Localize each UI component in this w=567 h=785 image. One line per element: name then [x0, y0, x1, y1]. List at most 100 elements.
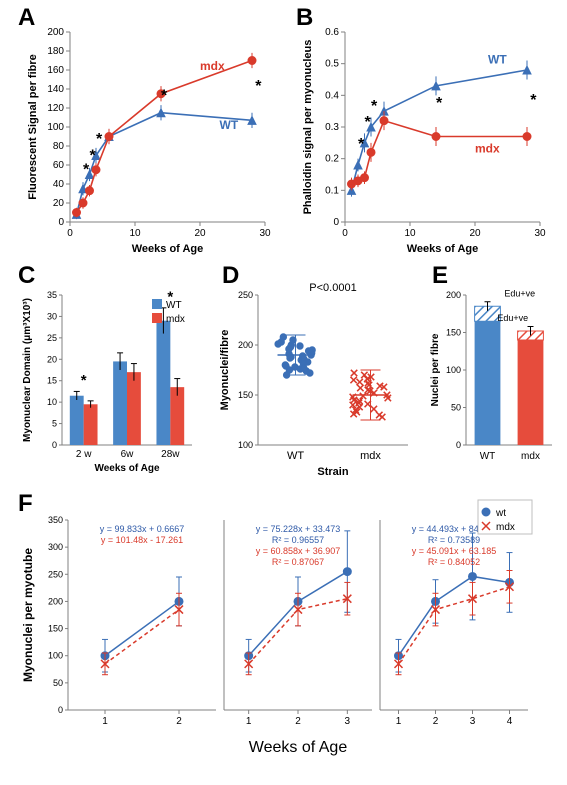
svg-text:0: 0 — [456, 440, 461, 450]
panel-F-chart: 0 50 100 150 200 250 300 350 Myonuclei per myotu… — [21, 500, 532, 756]
svg-text:y = 60.858x + 36.907: y = 60.858x + 36.907 — [256, 546, 341, 556]
svg-text:y = 101.48x - 17.261: y = 101.48x - 17.261 — [101, 535, 183, 545]
svg-text:mdx: mdx — [521, 451, 540, 462]
svg-text:10: 10 — [404, 228, 416, 239]
svg-text:0.1: 0.1 — [325, 185, 339, 196]
svg-text:*: * — [436, 95, 443, 112]
svg-text:0: 0 — [67, 228, 73, 239]
svg-text:3: 3 — [345, 716, 351, 727]
svg-text:100: 100 — [238, 440, 253, 450]
svg-text:140: 140 — [47, 84, 64, 95]
svg-text:0: 0 — [342, 228, 348, 239]
svg-text:0.4: 0.4 — [325, 90, 339, 101]
svg-text:300: 300 — [48, 542, 63, 552]
svg-text:1: 1 — [246, 716, 252, 727]
panel-D-chart: 100150200250WTmdxP<0.0001StrainMyonuclei… — [219, 282, 408, 478]
svg-text:6w: 6w — [121, 449, 135, 460]
panel-E-chart: 050100150200WTEdu+vemdxEdu+veNuclei per … — [430, 288, 552, 462]
svg-text:10: 10 — [47, 397, 57, 407]
svg-text:mdx: mdx — [360, 450, 381, 462]
svg-text:200: 200 — [238, 340, 253, 350]
svg-text:160: 160 — [47, 65, 64, 76]
svg-text:Nuclei per fibre: Nuclei per fibre — [430, 333, 441, 406]
svg-text:Weeks of Age: Weeks of Age — [249, 739, 348, 756]
svg-text:100: 100 — [48, 651, 63, 661]
svg-text:28w: 28w — [161, 449, 180, 460]
svg-text:200: 200 — [446, 290, 461, 300]
svg-text:Myonuclei per myotube: Myonuclei per myotube — [21, 548, 35, 682]
svg-text:0: 0 — [58, 705, 63, 715]
svg-text:1: 1 — [396, 716, 402, 727]
svg-text:30: 30 — [259, 228, 271, 239]
svg-text:350: 350 — [48, 515, 63, 525]
svg-text:Phalloidin signal per myonucle: Phalloidin signal per myonucleus — [302, 40, 314, 215]
svg-text:y = 45.091x + 63.185: y = 45.091x + 63.185 — [412, 546, 497, 556]
svg-text:*: * — [255, 78, 262, 95]
svg-text:0: 0 — [58, 217, 64, 228]
svg-text:100: 100 — [47, 122, 64, 133]
svg-text:Weeks of Age: Weeks of Age — [94, 463, 159, 474]
svg-text:Edu+ve: Edu+ve — [497, 313, 528, 323]
svg-text:4: 4 — [507, 716, 513, 727]
svg-text:100: 100 — [446, 365, 461, 375]
panel-A-chart: 0102030020406080100120140160180200Weeks … — [27, 27, 271, 255]
svg-text:60: 60 — [53, 160, 65, 171]
figure-root: A B C D E F 0102030020406080100120140160… — [0, 0, 567, 785]
svg-text:Weeks of Age: Weeks of Age — [407, 243, 479, 255]
svg-text:*: * — [96, 131, 103, 148]
svg-text:wt: wt — [495, 508, 506, 519]
svg-text:Fluorescent Signal per fibre: Fluorescent Signal per fibre — [27, 54, 39, 199]
svg-text:2: 2 — [295, 716, 301, 727]
svg-text:0: 0 — [333, 217, 339, 228]
svg-text:0.5: 0.5 — [325, 59, 339, 70]
svg-text:1: 1 — [102, 716, 108, 727]
svg-text:*: * — [90, 147, 97, 164]
svg-text:20: 20 — [53, 198, 65, 209]
svg-text:250: 250 — [48, 569, 63, 579]
svg-text:0.6: 0.6 — [325, 27, 339, 38]
svg-text:Myonuclear Domain (μm³X10³): Myonuclear Domain (μm³X10³) — [22, 298, 33, 442]
svg-text:120: 120 — [47, 103, 64, 114]
svg-text:P<0.0001: P<0.0001 — [309, 282, 356, 294]
svg-text:2 w: 2 w — [76, 449, 92, 460]
svg-text:R² = 0.84052: R² = 0.84052 — [428, 557, 480, 567]
svg-text:200: 200 — [48, 596, 63, 606]
svg-text:20: 20 — [47, 354, 57, 364]
svg-text:180: 180 — [47, 46, 64, 57]
svg-text:mdx: mdx — [166, 314, 185, 325]
svg-text:50: 50 — [53, 678, 63, 688]
svg-text:30: 30 — [534, 228, 546, 239]
svg-text:150: 150 — [238, 390, 253, 400]
svg-text:*: * — [371, 98, 378, 115]
panel-B-chart: 010203000.10.20.30.40.50.6Weeks of AgePh… — [302, 27, 546, 255]
svg-text:R² = 0.73589: R² = 0.73589 — [428, 535, 480, 545]
svg-text:5: 5 — [52, 419, 57, 429]
svg-text:10: 10 — [129, 228, 141, 239]
svg-text:0.3: 0.3 — [325, 122, 339, 133]
svg-text:15: 15 — [47, 376, 57, 386]
svg-text:Edu+ve: Edu+ve — [504, 288, 535, 298]
svg-text:0.2: 0.2 — [325, 154, 339, 165]
svg-text:R² = 0.96557: R² = 0.96557 — [272, 535, 324, 545]
svg-text:mdx: mdx — [475, 141, 500, 155]
svg-text:WT: WT — [480, 451, 496, 462]
svg-text:Weeks of Age: Weeks of Age — [132, 243, 204, 255]
svg-text:30: 30 — [47, 311, 57, 321]
svg-text:*: * — [81, 372, 87, 389]
svg-text:mdx: mdx — [200, 59, 225, 73]
svg-text:3: 3 — [470, 716, 476, 727]
panel-C-chart: 051015202530352 w6w28w**Weeks of AgeMyon… — [22, 288, 192, 474]
svg-text:40: 40 — [53, 179, 65, 190]
svg-text:250: 250 — [238, 290, 253, 300]
svg-text:2: 2 — [176, 716, 182, 727]
svg-text:150: 150 — [48, 624, 63, 634]
svg-text:mdx: mdx — [496, 522, 515, 533]
svg-text:2: 2 — [433, 716, 439, 727]
svg-text:150: 150 — [446, 328, 461, 338]
svg-text:35: 35 — [47, 290, 57, 300]
svg-text:*: * — [358, 136, 365, 153]
svg-text:R² = 0.87067: R² = 0.87067 — [272, 557, 324, 567]
svg-text:*: * — [161, 87, 168, 104]
svg-text:Myonuclei/fibre: Myonuclei/fibre — [219, 330, 231, 411]
svg-text:WT: WT — [488, 53, 507, 67]
